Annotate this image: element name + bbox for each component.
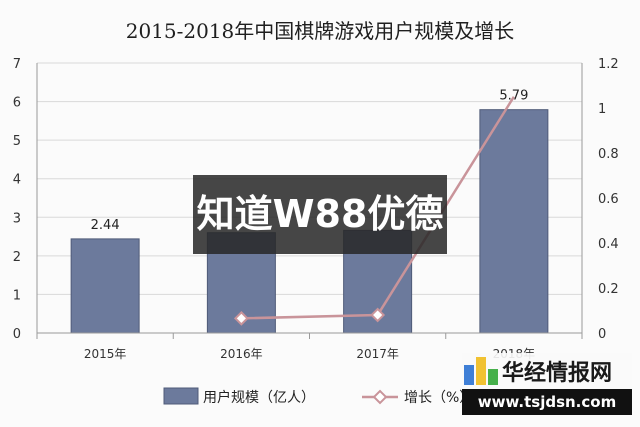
badge-url: www.tsjdsn.com (462, 389, 632, 415)
y-right-tick-label: 1.2 (598, 57, 619, 72)
y-right-tick-label: 0.8 (598, 147, 619, 162)
bar (479, 109, 549, 334)
y-left-tick-label: 0 (13, 327, 21, 342)
bar-chart-logo-icon (464, 357, 498, 385)
bar (70, 238, 140, 334)
legend-line-label: 增长（%） (404, 390, 473, 406)
y-left-tick-label: 5 (13, 134, 21, 149)
legend-bar-label: 用户规模（亿人） (203, 389, 315, 406)
y-left-tick-label: 4 (13, 173, 21, 188)
bar-data-label: 2.44 (91, 218, 120, 233)
y-right-tick-label: 0.2 (598, 282, 619, 297)
growth-point (233, 310, 249, 326)
bar-data-label: 5.79 (499, 89, 528, 104)
chart-title: 2015-2018年中国棋牌游戏用户规模及增长 (126, 19, 515, 43)
y-right-tick-label: 0.6 (598, 192, 619, 207)
source-badge: 华经情报网 www.tsjdsn.com (462, 353, 632, 415)
y-left-tick-label: 3 (13, 211, 21, 226)
watermark-backdrop (193, 175, 447, 254)
growth-point (370, 307, 386, 323)
x-tick-label: 2017年 (356, 347, 399, 361)
legend-line-marker (372, 389, 388, 405)
y-left-tick-label: 1 (13, 288, 21, 303)
line-series (233, 96, 515, 326)
y-left-tick-label: 7 (13, 57, 21, 72)
watermark-text: 知道W88优德 (196, 192, 444, 236)
y-left-tick-label: 6 (13, 96, 21, 111)
y-right-tick-label: 1 (598, 102, 606, 117)
y-right-tick-label: 0.4 (598, 237, 619, 252)
data-labels: 2.44 5.79 (91, 89, 529, 233)
badge-name: 华经情报网 (502, 361, 613, 386)
x-tick-label: 2016年 (220, 347, 263, 361)
x-tick-label: 2015年 (84, 347, 127, 361)
legend-bar-swatch (163, 387, 199, 405)
legend: 用户规模（亿人） 增长（%） (163, 387, 473, 406)
y-left-tick-label: 2 (13, 250, 21, 265)
y-right-tick-label: 0 (598, 327, 606, 342)
